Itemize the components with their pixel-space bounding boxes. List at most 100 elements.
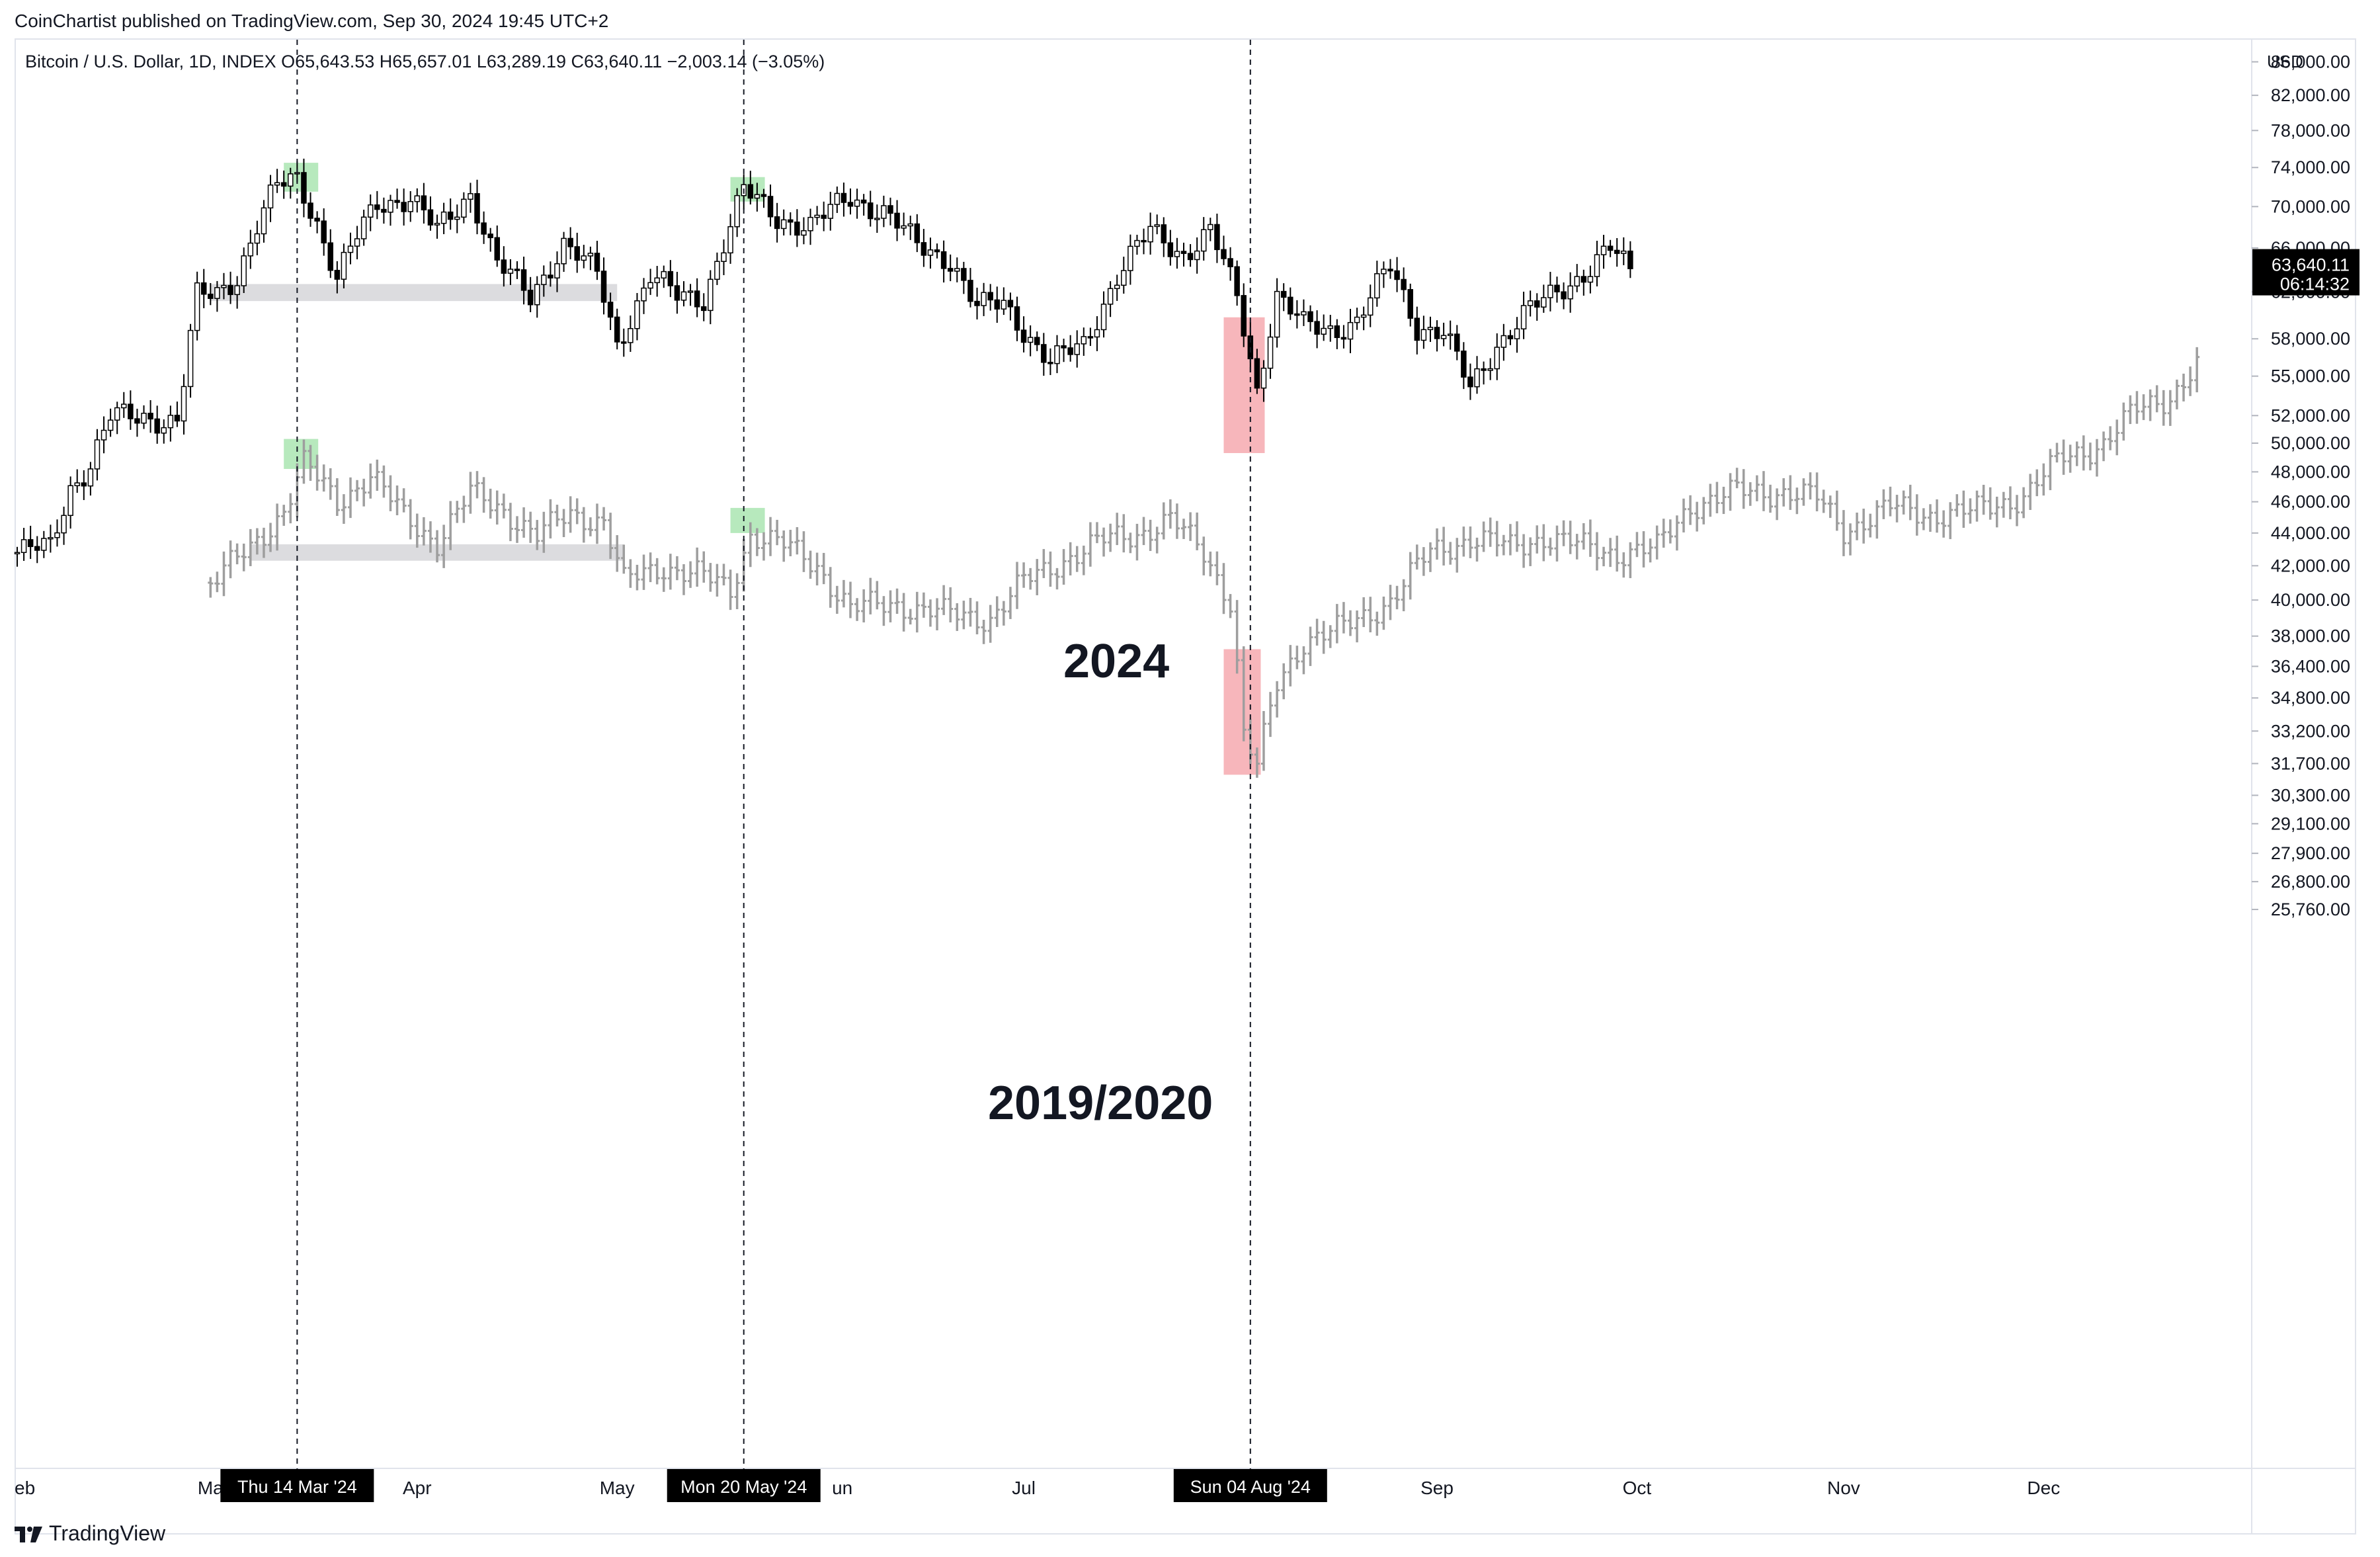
candle-body (1034, 337, 1040, 345)
candle-body (674, 285, 680, 301)
y-tick-label: 38,000.00 (2271, 626, 2350, 646)
candle-body (1374, 273, 1380, 299)
y-tick-label: 44,000.00 (2271, 523, 2350, 543)
candle-body (654, 277, 660, 284)
candle-body (1100, 304, 1107, 331)
candle-body (1334, 325, 1340, 339)
candle-body (567, 237, 573, 247)
candle-body (101, 429, 107, 441)
candle-body (1600, 245, 1607, 255)
candle-body (967, 280, 973, 302)
candle-body (374, 204, 380, 210)
crosshair-date-label: Mon 20 May '24 (667, 1469, 821, 1502)
candle-body (1520, 305, 1527, 329)
last-price-label-bg (2252, 249, 2359, 296)
candle-body (1454, 333, 1460, 352)
currency-selector[interactable]: USD (2267, 52, 2303, 71)
symbol-legend: Bitcoin / U.S. Dollar, 1D, INDEX O65,643… (25, 52, 825, 71)
candle-body (801, 230, 807, 236)
candle-body (414, 195, 421, 202)
candle-body (1507, 335, 1514, 339)
candle-body (81, 482, 87, 487)
candle-body (661, 271, 667, 279)
x-tick-label: Apr (403, 1478, 432, 1498)
candle-body (1288, 296, 1293, 315)
candle-body (327, 242, 334, 271)
candle-body (1474, 368, 1480, 388)
candle-body (614, 316, 620, 343)
candle-body (1387, 269, 1393, 272)
candle-body (1141, 239, 1147, 243)
candle-body (860, 199, 867, 204)
candle-body (927, 249, 934, 256)
x-tick-label: Jul (1012, 1478, 1036, 1498)
candle-body (128, 403, 134, 419)
candle-body (360, 216, 367, 239)
y-tick-label: 58,000.00 (2271, 329, 2350, 349)
candle-body (1440, 335, 1447, 339)
candle-body (700, 306, 707, 312)
candle-body (1427, 327, 1434, 331)
candle-body (241, 255, 247, 286)
candle-body (621, 341, 627, 344)
candle-body (134, 418, 140, 424)
candle-body (1561, 291, 1567, 300)
candle-body (1061, 345, 1067, 349)
series-2019-2020 (208, 347, 2200, 778)
candle-body (267, 185, 274, 209)
candle-body (174, 415, 181, 422)
y-tick-label: 74,000.00 (2271, 157, 2350, 177)
candle-body (401, 202, 407, 212)
candle-body (1307, 311, 1313, 322)
candle-body (1267, 336, 1274, 369)
y-tick-label: 36,400.00 (2271, 656, 2350, 676)
candle-body (520, 269, 527, 291)
top-marker-2019-2020-march (284, 439, 319, 469)
candle-body (54, 532, 60, 538)
candle-body (1394, 270, 1400, 280)
candle-body (1567, 285, 1573, 300)
crosshair-date-label-text: Thu 14 Mar '24 (237, 1477, 357, 1497)
candle-body (1447, 333, 1454, 336)
last-price-value: 63,640.11 (2272, 255, 2350, 275)
candle-body (501, 259, 507, 274)
candle-body (694, 290, 700, 308)
candle-body (187, 329, 194, 388)
candle-body (34, 546, 40, 551)
crosshair-date-label: Sun 04 Aug '24 (1173, 1469, 1327, 1502)
candle-body (1467, 376, 1473, 388)
candle-body (200, 282, 207, 295)
candle-body (1314, 321, 1320, 335)
candle-body (1254, 358, 1260, 389)
candle-body (1420, 329, 1427, 341)
candle-body (807, 216, 813, 231)
candle-body (1054, 345, 1060, 364)
candle-body (107, 419, 114, 431)
y-tick-label: 48,000.00 (2271, 462, 2350, 482)
candle-body (1434, 327, 1440, 339)
candle-body (680, 291, 687, 301)
candle-body (1347, 321, 1354, 340)
candle-body (921, 242, 927, 256)
candle-body (1134, 239, 1140, 247)
candle-body (447, 211, 454, 220)
candle-body (687, 290, 694, 293)
candle-body (1014, 306, 1020, 331)
candle-body (1274, 290, 1280, 338)
candle-body (1494, 347, 1500, 370)
candle-body (641, 287, 647, 302)
candle-body (1001, 300, 1007, 310)
candle-body (301, 172, 307, 204)
candle-body (574, 246, 580, 261)
candle-body (947, 268, 954, 272)
candle-body (74, 482, 80, 487)
footer-brand[interactable]: TradingView (15, 1521, 165, 1546)
candle-body (1340, 337, 1347, 340)
x-tick-label: Oct (1623, 1478, 1652, 1498)
candle-body (747, 184, 754, 199)
candle-body (987, 292, 993, 301)
candle-body (1094, 329, 1100, 338)
candle-body (234, 285, 240, 296)
candle-body (308, 202, 313, 219)
